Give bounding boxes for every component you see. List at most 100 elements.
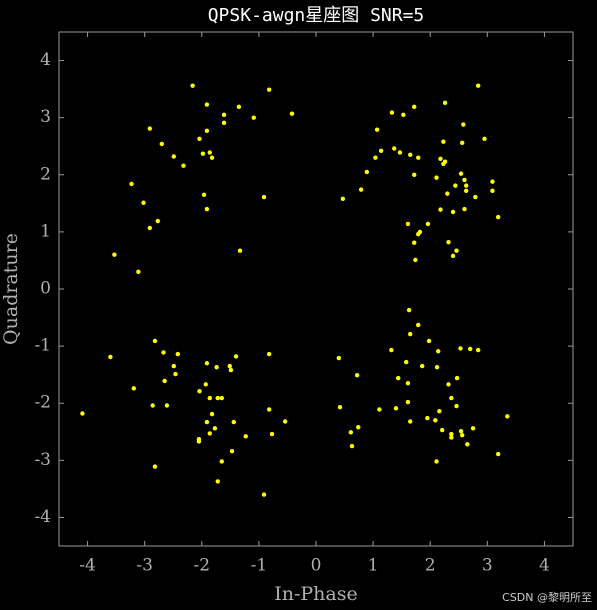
point — [358, 187, 364, 192]
point — [159, 141, 164, 147]
point — [426, 338, 432, 344]
y-tick-label: 0 — [40, 279, 51, 299]
point — [458, 346, 463, 351]
point — [215, 479, 220, 484]
point — [416, 322, 421, 328]
point — [495, 451, 501, 457]
point — [396, 375, 401, 381]
point — [454, 375, 460, 381]
x-tick-label: -1 — [251, 556, 268, 576]
point — [454, 403, 459, 409]
point — [251, 115, 256, 120]
point — [464, 183, 469, 188]
point — [417, 229, 423, 235]
point — [449, 435, 454, 440]
x-tick-label: -4 — [79, 556, 96, 576]
x-tick-label: -3 — [136, 556, 153, 576]
y-tick-label: 1 — [40, 221, 51, 241]
point — [209, 411, 215, 417]
point — [408, 152, 413, 157]
point — [228, 367, 234, 373]
point — [462, 206, 467, 212]
point — [450, 253, 456, 259]
point — [470, 426, 476, 431]
point — [207, 150, 212, 155]
point — [393, 406, 399, 411]
point — [261, 194, 267, 200]
point — [412, 104, 417, 110]
point — [465, 442, 470, 447]
point — [289, 111, 295, 116]
point — [204, 361, 210, 366]
point — [233, 354, 239, 359]
point — [378, 148, 384, 153]
point — [441, 139, 446, 144]
point — [261, 492, 267, 497]
point — [397, 150, 403, 155]
point — [231, 419, 236, 425]
point — [152, 464, 158, 469]
point — [129, 181, 134, 187]
point — [207, 395, 212, 401]
y-tick-label: 2 — [40, 164, 51, 184]
point — [197, 136, 202, 141]
point — [490, 179, 495, 184]
point — [412, 240, 417, 245]
point — [200, 151, 206, 156]
point — [236, 104, 242, 110]
point — [461, 122, 466, 127]
point — [420, 363, 425, 369]
point — [445, 191, 450, 196]
point — [147, 225, 153, 231]
point — [219, 395, 224, 401]
point — [108, 354, 113, 360]
point — [406, 307, 412, 313]
point — [475, 83, 481, 88]
y-tick-label: -2 — [34, 393, 51, 413]
point — [373, 155, 378, 160]
point — [454, 248, 459, 253]
point — [449, 431, 454, 437]
y-tick-label: 4 — [40, 50, 51, 70]
point — [458, 429, 464, 434]
point — [356, 425, 361, 430]
point — [446, 239, 451, 245]
point — [473, 194, 478, 200]
x-tick-label: 1 — [368, 556, 379, 576]
point — [462, 177, 467, 183]
point — [266, 407, 272, 412]
point — [446, 382, 451, 387]
point — [441, 161, 446, 167]
point — [449, 395, 454, 401]
point — [450, 209, 456, 215]
x-tick-label: 0 — [311, 556, 322, 576]
point — [147, 126, 153, 131]
point — [475, 347, 481, 353]
point — [282, 419, 288, 424]
point — [207, 431, 212, 436]
point — [221, 112, 227, 118]
point — [237, 248, 243, 253]
point — [404, 359, 409, 365]
point — [136, 269, 141, 275]
point — [190, 83, 195, 88]
point — [389, 110, 395, 115]
y-tick-label: -3 — [34, 450, 51, 470]
point — [437, 409, 442, 414]
point — [349, 443, 355, 449]
point — [412, 172, 417, 177]
point — [442, 100, 448, 106]
x-tick-label: 2 — [425, 556, 436, 576]
point — [196, 439, 202, 444]
point — [377, 407, 382, 412]
point — [204, 128, 210, 134]
y-tick-label: -4 — [34, 507, 51, 527]
point — [141, 200, 146, 205]
point — [401, 112, 406, 118]
point — [204, 102, 210, 107]
point — [482, 136, 487, 141]
point — [266, 351, 272, 357]
point — [458, 171, 464, 176]
